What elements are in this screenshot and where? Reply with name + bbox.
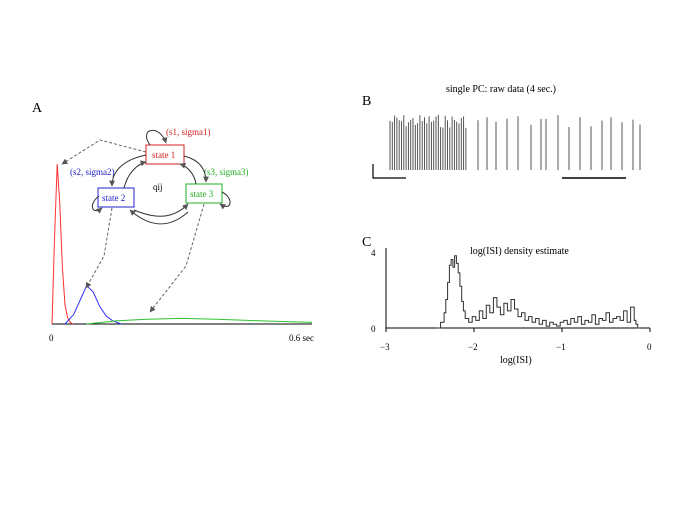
panel-c-xlabel: log(ISI) (500, 355, 532, 366)
transition-label: qij (153, 182, 163, 192)
panel-c: C log(ISI) density estimate 0 4 −3 −2 −1… (362, 235, 652, 366)
spike-train (389, 114, 641, 170)
density-histogram (437, 255, 640, 329)
panel-b: B single PC: raw data (4 sec.) (362, 84, 641, 179)
arrow-s2-self (91, 195, 103, 214)
arrow-s3-s1 (179, 162, 197, 185)
panel-a: A 0 0.6 sec (s1, sigma1) state 1 (s2, si… (32, 101, 314, 343)
panel-a-x-end: 0.6 sec (289, 333, 314, 343)
mapping-arrows (61, 139, 205, 313)
state2-box (97, 187, 135, 208)
arrow-s1-s2 (109, 154, 147, 187)
map-arrow-state1 (61, 139, 147, 165)
state2-label: state 2 (102, 193, 125, 203)
scale-bar-vertical (372, 164, 406, 179)
state2-params: (s2, sigma2) (70, 167, 115, 177)
state3-box (185, 183, 223, 204)
x-tick-label: −3 (380, 342, 390, 352)
x-tick-label: 0 (647, 342, 652, 352)
arrow-s2-s1 (123, 160, 147, 189)
panel-b-label: B (362, 94, 371, 109)
panel-a-density-curves (51, 163, 313, 325)
panel-a-label: A (32, 101, 43, 116)
x-tick-label: −1 (556, 342, 566, 352)
panel-c-label: C (362, 235, 371, 250)
panel-a-x-start: 0 (49, 333, 54, 343)
panel-c-ytick-0: 0 (371, 324, 376, 334)
density-curve-2 (64, 284, 122, 325)
panel-c-title: log(ISI) density estimate (470, 246, 569, 257)
arrow-s2-s3 (133, 203, 189, 217)
density-curve-3 (86, 317, 313, 325)
map-arrow-state2 (85, 207, 113, 289)
state3-label: state 3 (190, 189, 214, 199)
panel-b-title: single PC: raw data (4 sec.) (446, 84, 556, 95)
arrow-s3-s2 (129, 209, 189, 225)
state3-params: (s3, sigma3) (204, 167, 249, 177)
density-curve-1 (51, 163, 74, 325)
panel-c-ytick-4: 4 (371, 248, 376, 258)
panel-c-x-ticks: −3 −2 −1 0 (380, 328, 652, 352)
state1-label: state 1 (152, 150, 175, 160)
state1-params: (s1, sigma1) (166, 127, 211, 137)
arrow-s1-s3 (183, 155, 209, 183)
map-arrow-state3 (149, 203, 205, 313)
arrow-s3-self (219, 191, 231, 210)
panel-c-histogram (437, 255, 640, 329)
x-tick-label: −2 (468, 342, 478, 352)
state1-box (145, 144, 185, 165)
transition-arrows (91, 130, 231, 225)
arrow-s1-self (146, 130, 168, 146)
